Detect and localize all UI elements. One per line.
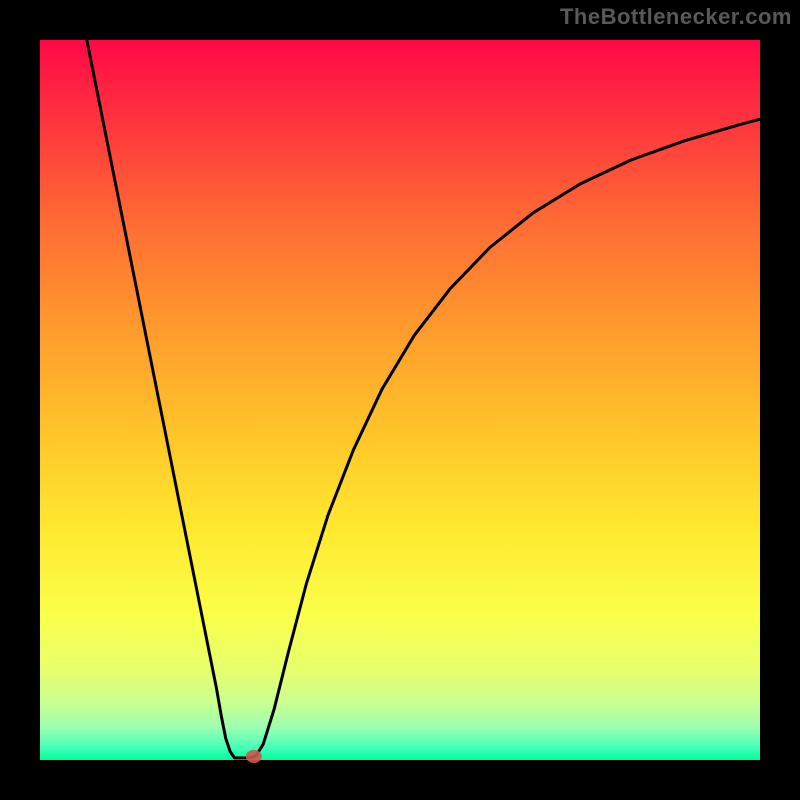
bottleneck-chart bbox=[0, 0, 800, 800]
nadir-marker-icon bbox=[246, 750, 262, 763]
plot-background bbox=[40, 40, 760, 760]
watermark-text: TheBottlenecker.com bbox=[560, 4, 792, 30]
chart-frame: TheBottlenecker.com bbox=[0, 0, 800, 800]
